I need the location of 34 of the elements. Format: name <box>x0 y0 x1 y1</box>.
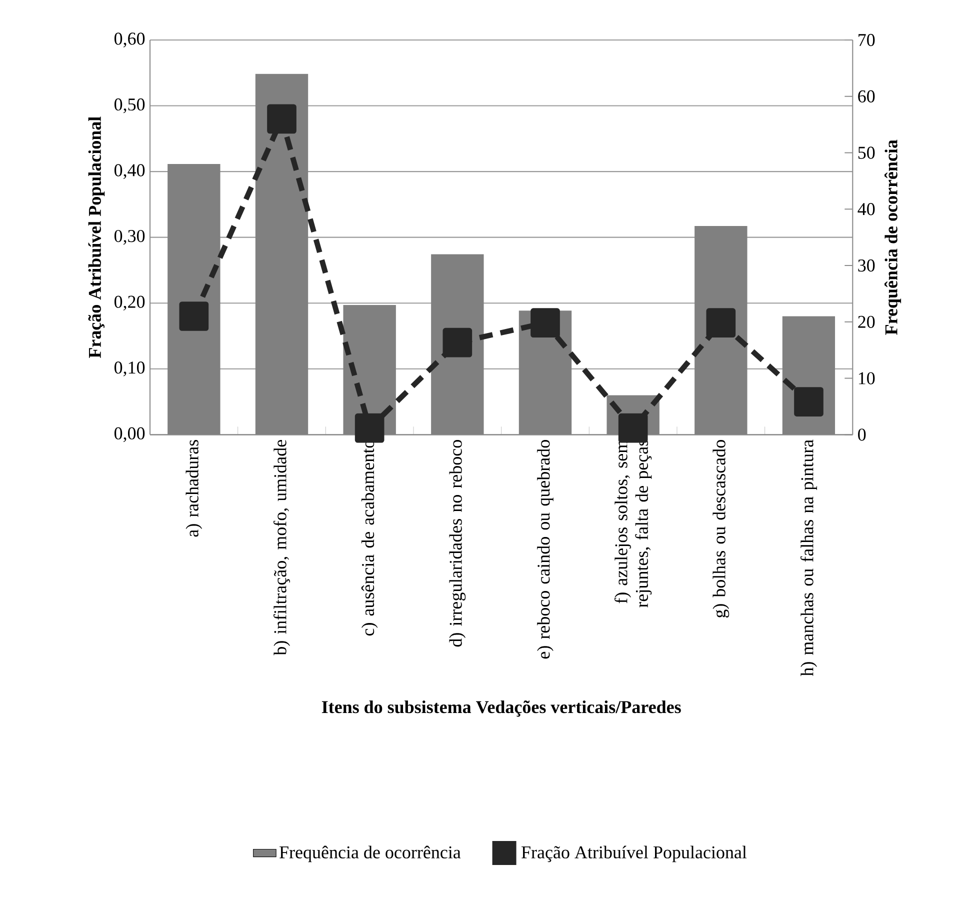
x-tick-label: c) ausência de acabamento <box>361 440 378 636</box>
x-tick-label: g) bolhas ou descascado <box>712 440 730 618</box>
x-tick-label: a) rachaduras <box>186 440 202 537</box>
y-tick-label: 0,10 <box>114 362 145 376</box>
y2-tick-label: 50 <box>858 146 875 159</box>
y-axis-title: Fração Atribuível Populacional <box>88 116 105 358</box>
point <box>354 413 384 443</box>
y2-tick-label: 20 <box>858 316 875 328</box>
y2-tick-label: 60 <box>858 90 875 102</box>
point <box>442 328 472 358</box>
y-tick-label: 0,40 <box>114 164 145 179</box>
x-tick-label: b) infiltração, mofo, umidade <box>274 440 290 656</box>
point <box>794 387 824 416</box>
y2-tick-label: 40 <box>858 203 875 216</box>
y2-tick-label: 30 <box>858 259 875 272</box>
point <box>179 302 209 331</box>
y-tick-label: 0,00 <box>114 427 145 442</box>
y-tick-label: 0,20 <box>114 296 145 310</box>
y-tick-label: 0,50 <box>114 98 145 114</box>
x-tick-label: d) irregularidades no reboco <box>449 440 466 647</box>
point <box>267 104 296 134</box>
x-tick-label: e) reboco caindo ou quebrado <box>537 440 554 659</box>
point <box>530 308 560 338</box>
legend-label: Fração Atribuível Populacional <box>522 846 747 862</box>
x-axis-title: Itens do subsistema Vedações verticais/Paredes <box>322 700 681 717</box>
point <box>706 308 736 338</box>
y-tick-label: 0,30 <box>114 230 145 245</box>
x-tick-label: h) manchas ou falhas na pintura <box>800 440 817 676</box>
y2-tick-label: 0 <box>858 428 866 441</box>
y2-tick-label: 10 <box>858 372 875 384</box>
y-tick-label: 0,60 <box>114 32 145 48</box>
y2-tick-label: 70 <box>858 34 875 46</box>
y2-axis-title: Frequência de ocorrência <box>884 140 902 335</box>
legend-label: Frequência de ocorrência <box>280 846 461 862</box>
